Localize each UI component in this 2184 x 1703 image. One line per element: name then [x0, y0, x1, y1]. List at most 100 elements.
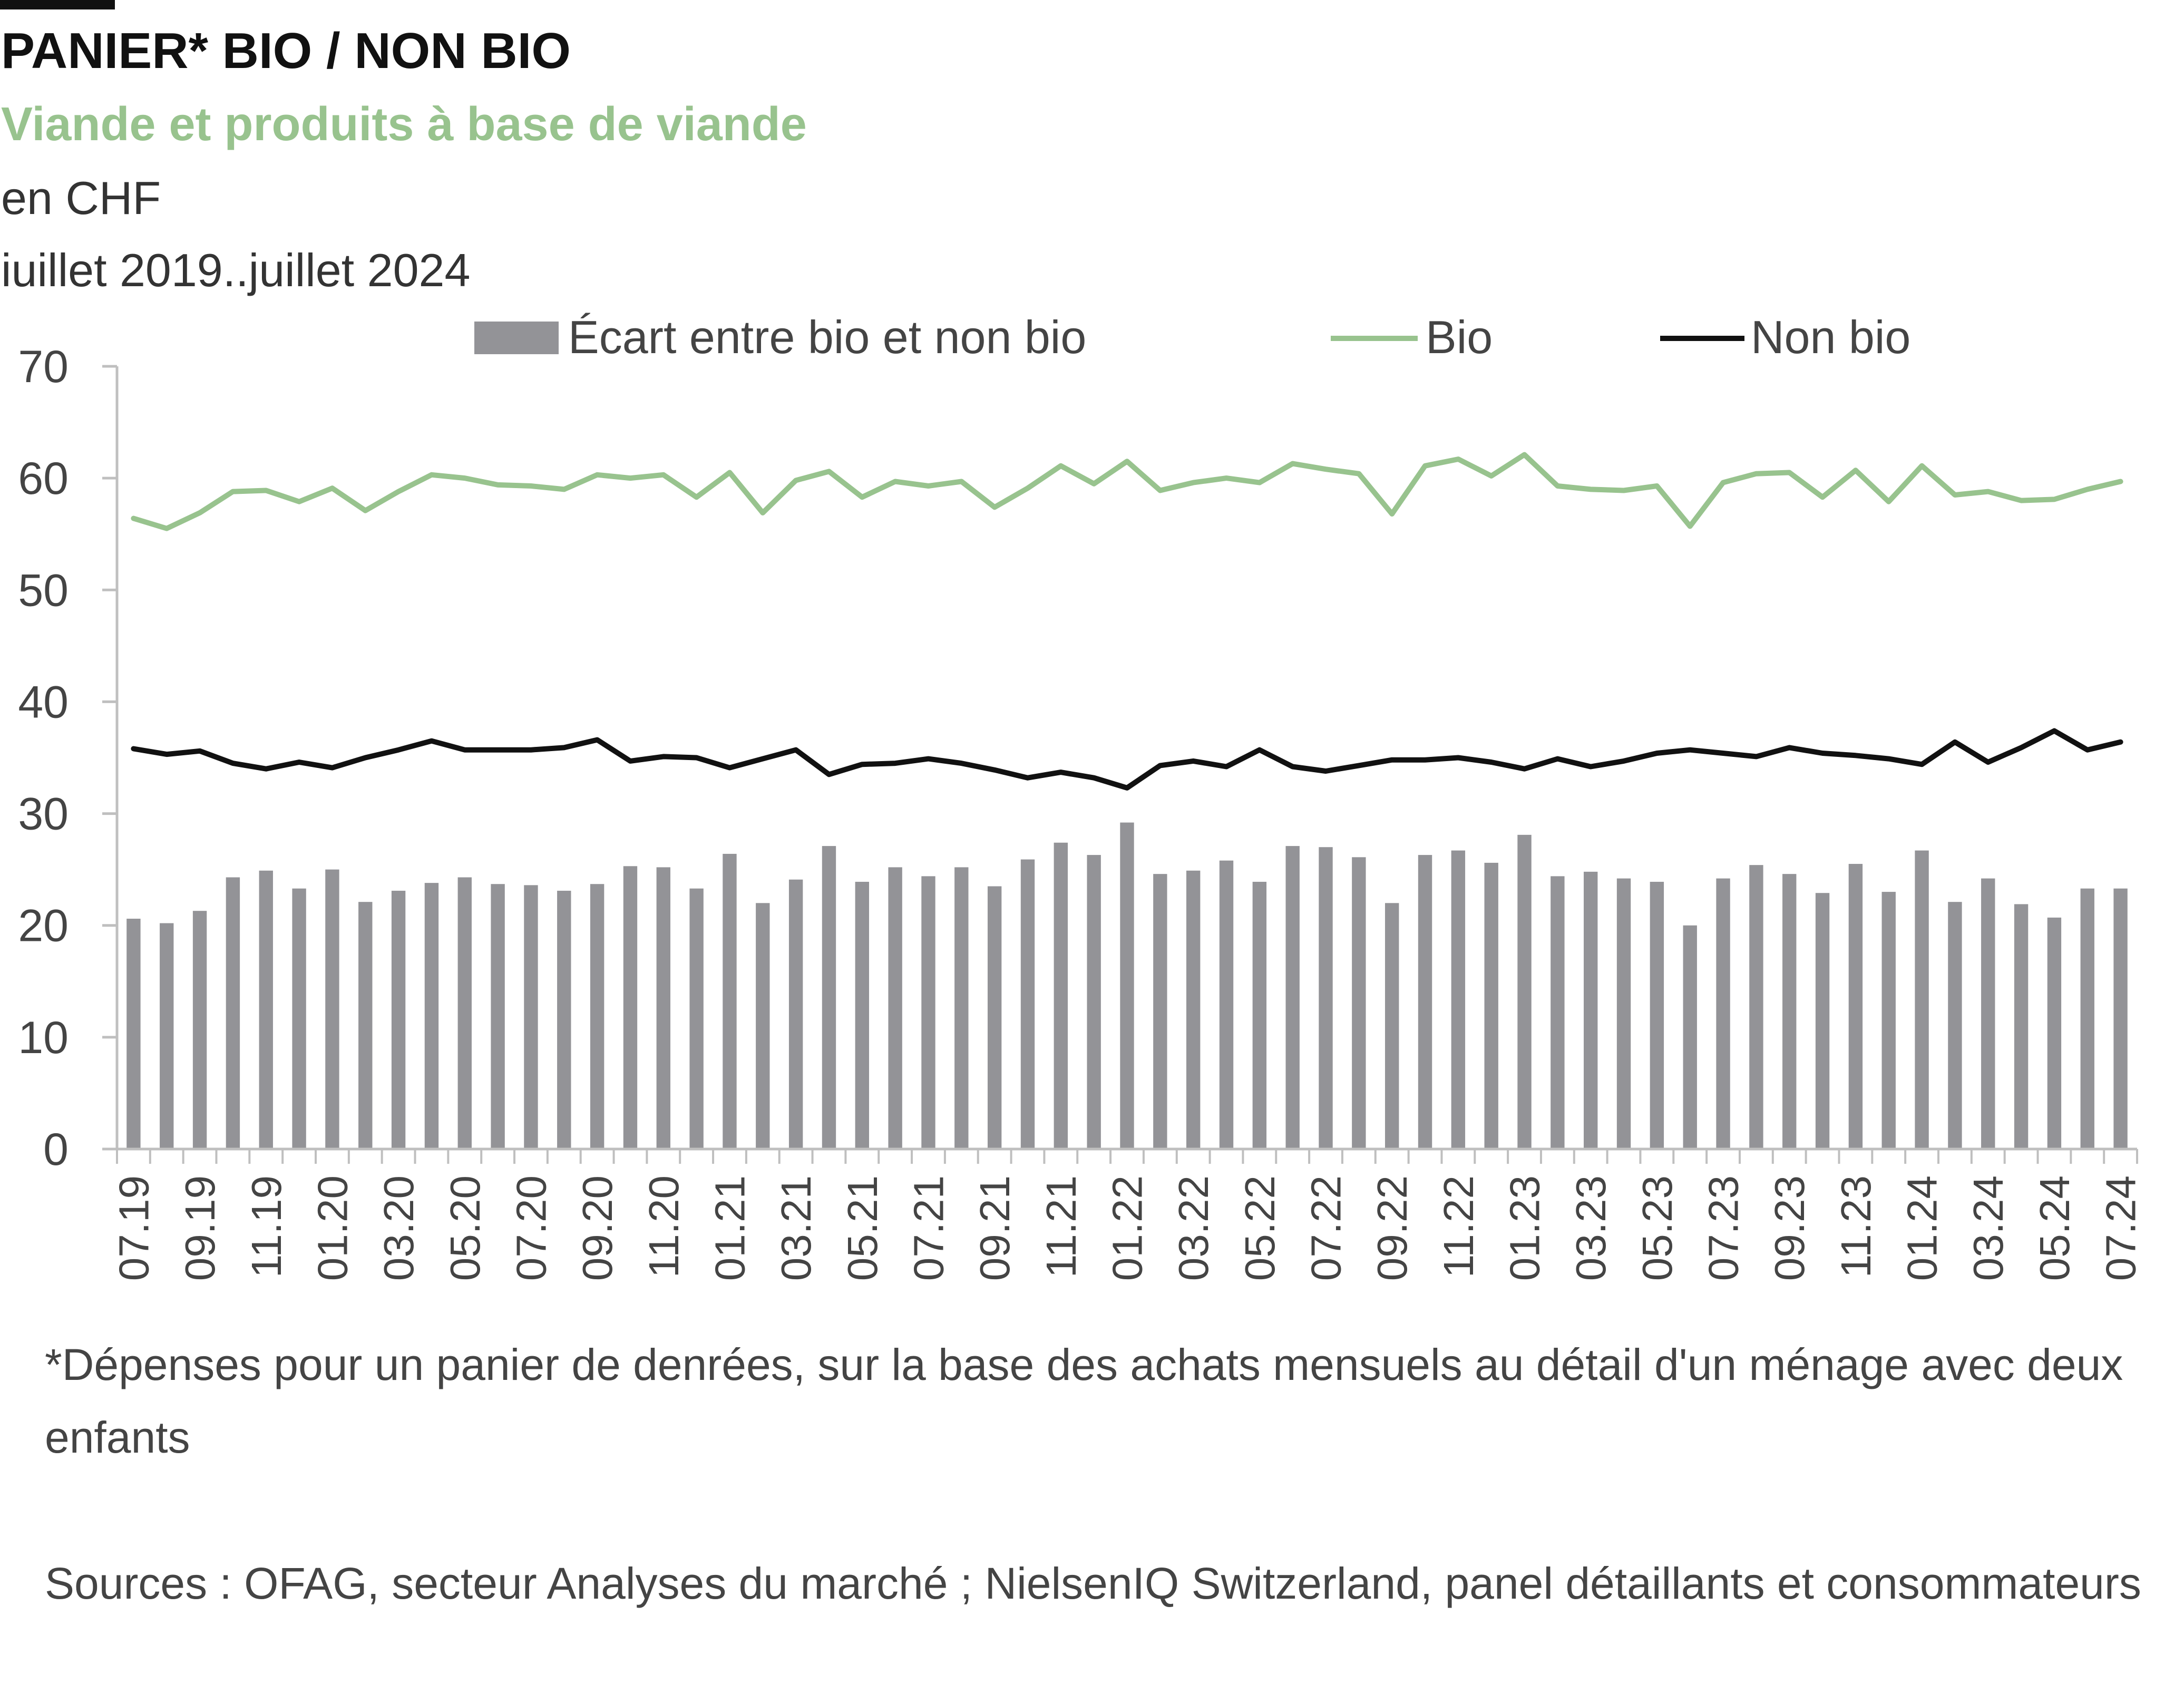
- gap-bar: [457, 877, 472, 1149]
- chart-title: PANIER* BIO / NON BIO: [1, 23, 571, 79]
- x-tick-label: 07.19: [110, 1175, 157, 1281]
- gap-bar: [1551, 876, 1565, 1149]
- gap-bar: [855, 881, 870, 1149]
- gap-bar: [788, 879, 803, 1149]
- gap-bar: [491, 884, 505, 1149]
- y-axis: 0 10 20 30 40 50 60 70: [18, 342, 119, 1175]
- gap-bar: [1683, 925, 1697, 1149]
- gap-bar: [1881, 892, 1896, 1149]
- x-tick-label: 01.22: [1104, 1175, 1151, 1281]
- gap-bar: [954, 867, 969, 1149]
- gap-bars: [126, 822, 2128, 1149]
- gap-bar: [557, 890, 571, 1149]
- non-bio-line: [131, 728, 2123, 791]
- gap-bar: [160, 923, 174, 1149]
- gap-bar: [1054, 842, 1068, 1149]
- bio-line: [131, 452, 2123, 531]
- y-tick-label: 0: [43, 1124, 69, 1175]
- gap-bar: [1451, 850, 1466, 1149]
- gap-bar: [1087, 855, 1101, 1149]
- gap-bar: [1517, 834, 1532, 1149]
- gap-bar: [1848, 864, 1863, 1149]
- gap-bar: [192, 911, 207, 1149]
- y-tick-label: 10: [18, 1013, 69, 1063]
- gap-bar: [1948, 902, 1962, 1149]
- x-tick-label: 05.23: [1634, 1175, 1681, 1281]
- gap-bar: [126, 918, 141, 1149]
- x-tick-label: 11.22: [1435, 1175, 1482, 1278]
- x-tick-label: 09.22: [1369, 1175, 1416, 1281]
- y-tick-label: 20: [18, 901, 69, 951]
- x-tick-label: 03.20: [375, 1175, 422, 1281]
- gap-bar: [1749, 865, 1763, 1149]
- gap-bar: [1020, 859, 1035, 1149]
- gap-bar: [1285, 846, 1300, 1149]
- gap-bar: [1186, 870, 1201, 1149]
- x-tick-label: 05.20: [442, 1175, 489, 1281]
- gap-bar: [656, 867, 670, 1149]
- gap-bar: [1915, 850, 1929, 1149]
- gap-bar: [590, 884, 604, 1149]
- x-tick-label: 01.20: [309, 1175, 356, 1281]
- gap-bar: [1484, 862, 1498, 1149]
- gap-bar: [1782, 874, 1797, 1149]
- y-tick-label: 70: [18, 342, 69, 392]
- gap-bar: [822, 846, 836, 1149]
- y-tick-label: 60: [18, 453, 69, 504]
- x-tick-label: 05.22: [1236, 1175, 1283, 1281]
- gap-bar: [1384, 903, 1399, 1149]
- gap-bar: [2113, 888, 2128, 1149]
- x-tick-label: 01.21: [706, 1175, 753, 1281]
- gap-bar: [391, 890, 406, 1149]
- legend-label-bio: Bio: [1426, 311, 1493, 363]
- x-tick-label: 03.21: [773, 1175, 820, 1281]
- x-tick-label: 09.21: [971, 1175, 1018, 1281]
- unit-label: en CHF: [1, 172, 161, 224]
- x-tick-label: 09.20: [574, 1175, 621, 1281]
- gap-bar: [888, 867, 902, 1149]
- gap-bar: [259, 870, 273, 1149]
- footnote: *Dépenses pour un panier de denrées, sur…: [45, 1340, 2123, 1462]
- gap-bar: [723, 853, 737, 1149]
- gap-bar: [1616, 878, 1631, 1149]
- x-tick-label: 01.23: [1501, 1175, 1548, 1281]
- y-tick-label: 30: [18, 789, 69, 840]
- x-tick-label: 03.23: [1567, 1175, 1614, 1281]
- x-tick-label: 07.20: [508, 1175, 554, 1281]
- gap-bar: [325, 869, 339, 1149]
- x-tick-label: 09.23: [1766, 1175, 1813, 1281]
- x-tick-label: 11.23: [1832, 1175, 1879, 1278]
- x-tick-label: 07.23: [1700, 1175, 1747, 1281]
- x-tick-label: 11.19: [243, 1175, 290, 1278]
- gap-bar: [1716, 878, 1730, 1149]
- legend-swatch-gap: [474, 322, 559, 354]
- gap-bar: [623, 866, 638, 1149]
- gap-bar: [424, 883, 439, 1149]
- period-label: iuillet 2019..juillet 2024: [1, 244, 471, 296]
- sources-note: Sources : OFAG, secteur Analyses du marc…: [45, 1559, 2141, 1608]
- x-tick-label: 03.22: [1170, 1175, 1217, 1281]
- gap-bar: [1120, 822, 1134, 1149]
- gap-bar: [1418, 855, 1432, 1149]
- gap-bar: [1650, 881, 1664, 1149]
- gap-bar: [2047, 917, 2062, 1149]
- x-tick-label: 07.24: [2098, 1175, 2144, 1281]
- chart-area: Écart entre bio et non bio Bio Non bio 0 10…: [18, 311, 2144, 1281]
- x-tick-label: 01.24: [1899, 1175, 1946, 1281]
- gap-bar: [1252, 881, 1267, 1149]
- gap-bar: [1319, 847, 1333, 1149]
- title-accent-bar: [0, 0, 115, 9]
- chart-subtitle: Viande et produits à base de viande: [1, 98, 807, 151]
- legend-label-gap: Écart entre bio et non bio: [568, 311, 1086, 363]
- x-tick-label: 11.20: [640, 1175, 687, 1278]
- gap-bar: [358, 902, 373, 1149]
- series-lines: [131, 452, 2123, 791]
- gap-bar: [1981, 878, 1995, 1149]
- gap-bar: [1219, 860, 1234, 1149]
- gap-bar: [987, 886, 1002, 1149]
- x-tick-label: 11.21: [1038, 1175, 1085, 1278]
- gap-bar: [1815, 893, 1830, 1149]
- gap-bar: [921, 876, 935, 1149]
- gap-bar: [2014, 904, 2029, 1149]
- legend-label-non-bio: Non bio: [1751, 311, 1910, 363]
